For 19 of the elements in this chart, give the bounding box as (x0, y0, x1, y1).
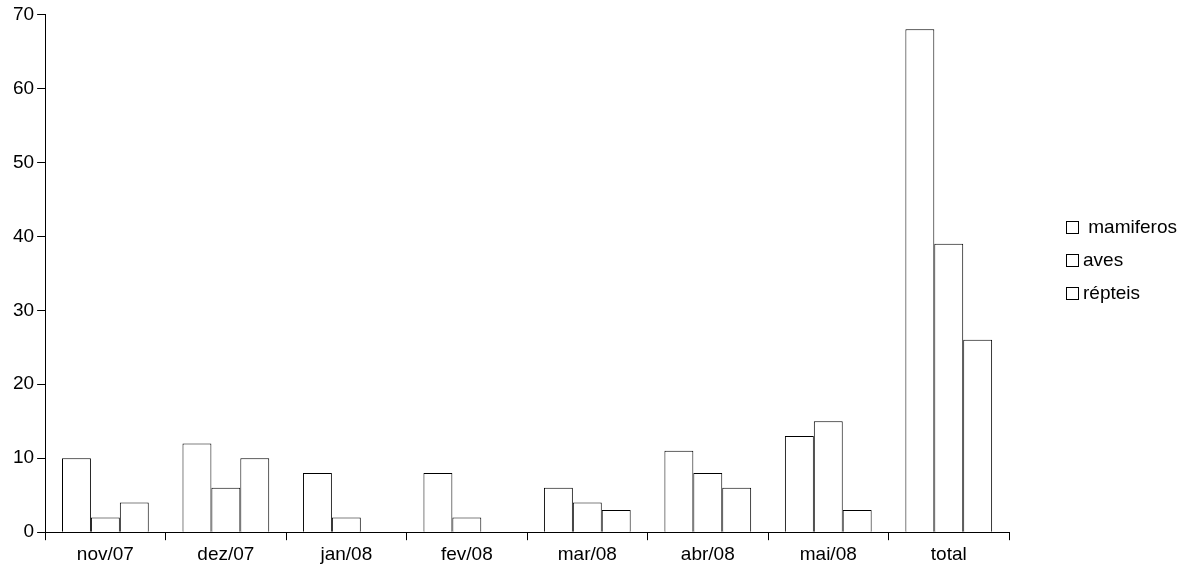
y-tick-label: 20 (12, 372, 35, 394)
x-tick-label: fev/08 (440, 542, 493, 564)
text: mamiferos (1087, 216, 1177, 237)
x-tick-label: dez/07 (197, 542, 255, 564)
x-tick-label: total (930, 542, 967, 564)
y-tick-label: 10 (12, 446, 35, 468)
text: aves (1083, 249, 1124, 270)
y-tick-label: 50 (12, 150, 35, 172)
y-tick-label: 40 (12, 224, 35, 246)
y-tick-label: 60 (12, 76, 35, 98)
x-tick-label: mai/08 (799, 542, 857, 564)
y-tick-label: 70 (12, 2, 35, 24)
x-tick-label: abr/08 (680, 542, 735, 564)
x-tick-label: nov/07 (76, 542, 134, 564)
y-tick-label: 0 (23, 520, 35, 542)
x-tick-label: jan/08 (319, 542, 373, 564)
text: répteis (1083, 282, 1141, 303)
x-tick-label: mar/08 (557, 542, 617, 564)
y-tick-label: 30 (12, 298, 35, 320)
